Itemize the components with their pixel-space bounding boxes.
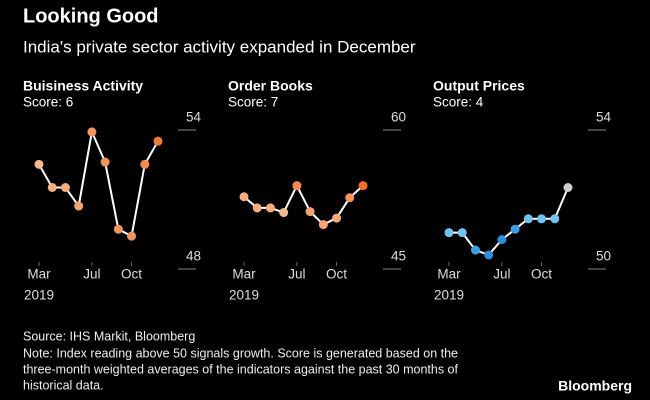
data-point [60, 183, 70, 192]
y-tick-label: 50 [596, 249, 611, 264]
data-point [484, 250, 494, 260]
x-year-label: 2019 [434, 288, 464, 303]
brand: Bloomberg [558, 378, 632, 394]
data-point [523, 214, 533, 224]
series-line [449, 187, 569, 257]
x-tick-label: Jul [83, 267, 100, 282]
data-point [140, 159, 150, 169]
data-point [332, 213, 342, 223]
data-point [537, 214, 547, 224]
data-point [47, 183, 57, 192]
series-line [243, 183, 364, 226]
note-line: three-month weighted averages of the ind… [23, 362, 459, 376]
x-year-label: 2019 [24, 288, 54, 303]
x-tick-label: Oct [326, 267, 347, 282]
y-tick-label: 54 [186, 110, 202, 125]
page-title: Looking Good [23, 5, 159, 27]
data-point [252, 203, 262, 213]
data-point [318, 220, 328, 230]
data-point [305, 207, 315, 217]
panel-score: Score: 4 [433, 95, 484, 110]
y-tick-label: 60 [391, 110, 406, 125]
data-point [457, 228, 467, 238]
data-point [127, 231, 137, 241]
data-point [74, 201, 84, 211]
panel-title: Buisiness Activity [23, 78, 143, 94]
data-point [113, 224, 123, 234]
data-point [510, 224, 520, 234]
y-tick-label: 45 [391, 249, 406, 264]
y-tick-label: 54 [596, 110, 612, 125]
source: Source: IHS Markit, Bloomberg [23, 329, 195, 343]
x-tick-label: Oct [121, 267, 142, 282]
panel-score: Score: 6 [23, 95, 73, 110]
data-point [292, 181, 302, 191]
data-point [100, 157, 110, 167]
panel-score: Score: 7 [228, 95, 278, 110]
panel-title: Order Books [228, 78, 313, 94]
data-point [34, 159, 44, 169]
data-point [87, 127, 97, 137]
data-point [444, 228, 454, 238]
data-point [279, 208, 289, 218]
page-subtitle: India's private sector activity expanded… [23, 37, 416, 56]
data-point [345, 193, 355, 203]
x-tick-label: Jul [288, 267, 305, 282]
data-point [563, 183, 573, 192]
series-line [38, 128, 159, 238]
x-year-label: 2019 [229, 288, 259, 303]
x-tick-label: Mar [232, 267, 256, 282]
note-line: historical data. [23, 378, 104, 392]
data-point [153, 136, 163, 146]
x-tick-label: Mar [437, 267, 461, 282]
x-tick-label: Mar [27, 267, 51, 282]
data-point [239, 192, 249, 202]
data-point [358, 181, 368, 191]
data-point [550, 214, 560, 224]
panel-title: Output Prices [433, 78, 525, 94]
note-line: Note: Index reading above 50 signals gro… [23, 346, 458, 360]
x-tick-label: Jul [493, 267, 510, 282]
y-tick-label: 48 [186, 249, 201, 264]
data-point [470, 245, 480, 255]
data-point [497, 235, 507, 245]
data-point [265, 203, 275, 213]
x-tick-label: Oct [531, 267, 552, 282]
